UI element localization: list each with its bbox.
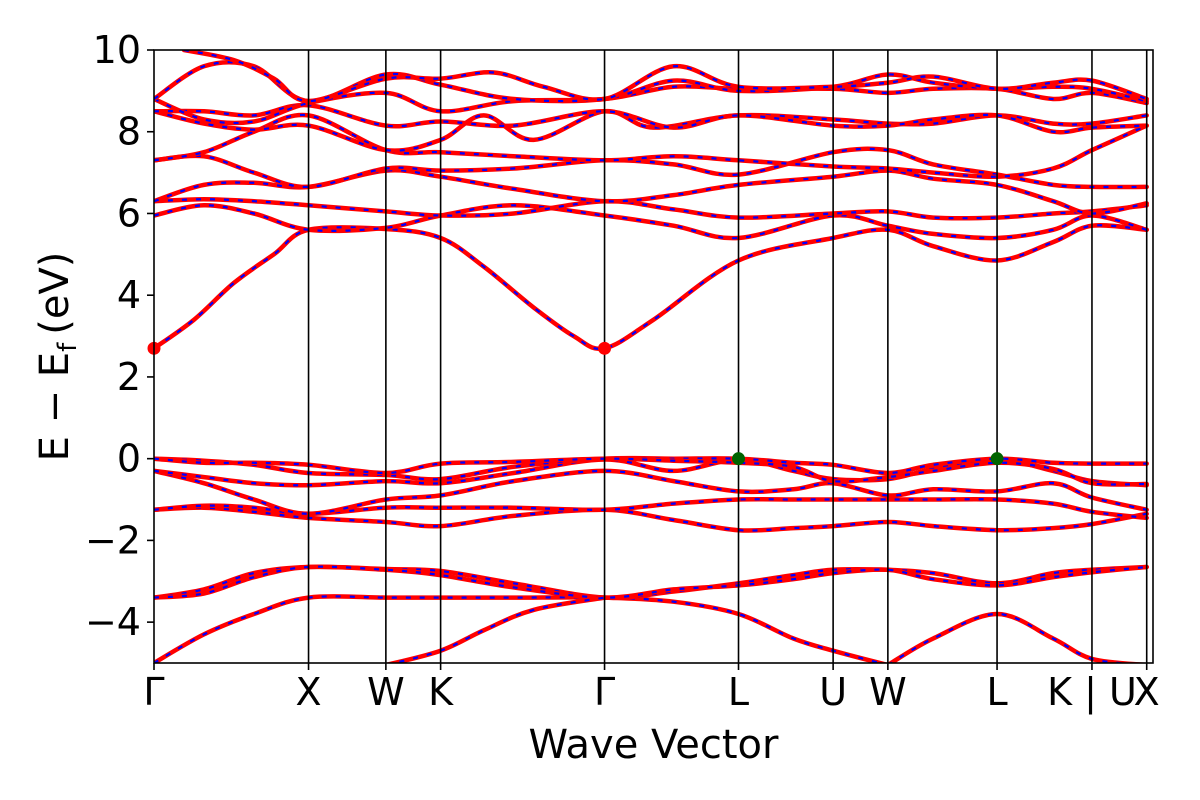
y-tick-label-0: −4: [85, 600, 141, 644]
y-tick-label-7: 10: [93, 28, 141, 72]
y-tick-label-3: 2: [117, 355, 141, 399]
band-16-spin-down: [154, 113, 1148, 178]
y-tick-label-6: 8: [117, 110, 141, 154]
y-axis-ticks: −4 −2 0 2 4 6 8 10: [85, 28, 154, 644]
band-4-spin-up: [886, 611, 1148, 663]
plot-frame: [153, 49, 1154, 664]
x-axis-label: Wave Vector: [529, 722, 780, 768]
x-tick-label-7: W: [869, 670, 907, 714]
band-21-spin-down: [183, 50, 1148, 103]
x-tick-label-0: Γ: [143, 670, 164, 714]
x-tick-label-3: K: [428, 670, 454, 714]
band-edge-markers: [147, 341, 1004, 466]
y-axis-label-main: E − E: [32, 352, 78, 462]
band-0-spin-up: [154, 594, 889, 663]
x-tick-label-4: Γ: [594, 670, 615, 714]
kpoint-divider-lines: [307, 50, 1148, 663]
y-axis-label-unit: (eV): [32, 252, 78, 335]
y-tick-label-1: −2: [85, 518, 141, 562]
x-tick-label-2: W: [367, 670, 405, 714]
band-edge-marker-1: [598, 341, 612, 355]
x-tick-label-6: U: [819, 670, 847, 714]
x-tick-label-10: X: [1134, 670, 1160, 714]
band-3-spin-up: [384, 595, 607, 663]
y-axis-label-subscript: f: [53, 342, 83, 352]
band-19-spin-down: [154, 85, 1147, 125]
band-13-spin-down: [154, 198, 1147, 220]
band-11-spin-down: [154, 224, 1147, 350]
y-tick-label-5: 6: [117, 191, 141, 235]
band-edge-marker-2: [732, 452, 746, 466]
x-tick-label-8: L: [986, 670, 1007, 714]
x-tick-label-9: K | U: [1047, 670, 1137, 715]
x-tick-label-1: X: [296, 670, 322, 714]
x-tick-label-5: L: [728, 670, 749, 714]
y-tick-label-4: 4: [117, 273, 141, 317]
y-axis-label: E − Ef (eV): [32, 252, 83, 462]
band-3-spin-down: [389, 596, 605, 663]
band-12-spin-up: [154, 203, 1149, 241]
band-edge-marker-3: [990, 452, 1004, 466]
y-tick-label-2: 0: [117, 437, 141, 481]
band-21-spin-up: [181, 50, 1149, 104]
band-0-spin-down: [154, 595, 885, 663]
